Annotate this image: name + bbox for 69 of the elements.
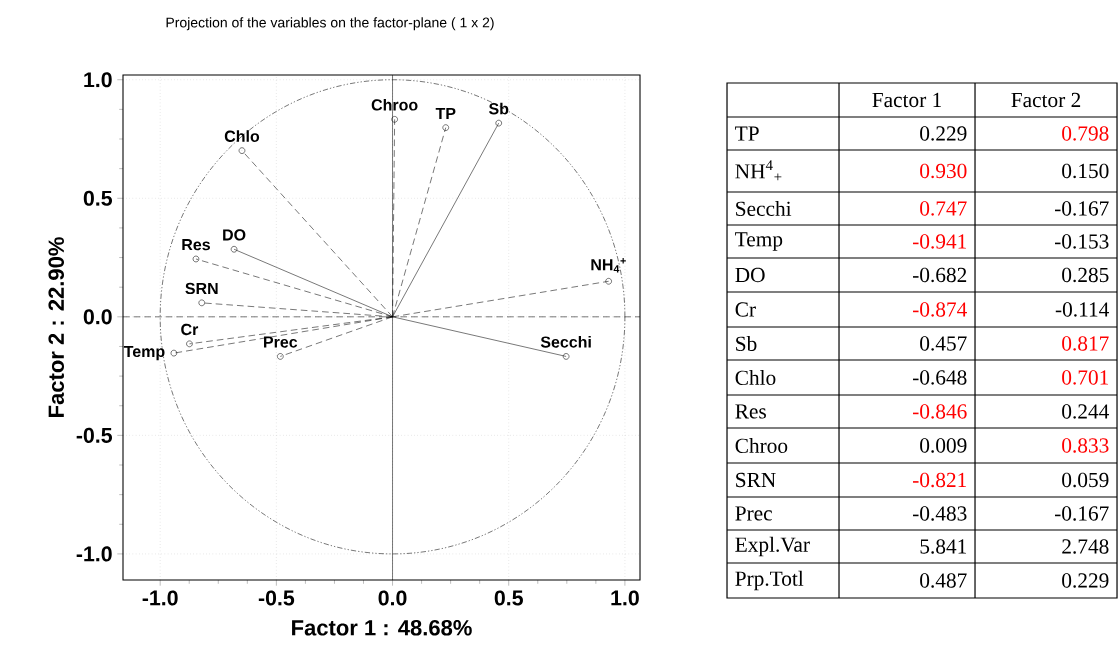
category-label: Prp.Totl	[735, 570, 804, 591]
category-label: Cr	[735, 302, 756, 317]
annotation: Chroo	[371, 98, 418, 111]
data-label: 0.285	[1062, 267, 1109, 283]
data-label: -0.874	[913, 302, 967, 317]
category-label: Prec	[735, 506, 772, 521]
data-label: -0.648	[913, 370, 967, 385]
data-label: 0.930	[920, 163, 967, 179]
data-label: 0.244	[1062, 404, 1109, 419]
category-label: TP	[735, 126, 759, 141]
data-label: 0.150	[1062, 163, 1109, 179]
category-label: Temp	[735, 232, 783, 251]
data-label: 0.798	[1062, 126, 1109, 141]
data-label: 0.833	[1062, 438, 1109, 453]
data-label: 0.487	[920, 573, 967, 588]
data-label: -0.167	[1055, 201, 1109, 216]
annotation: Cr	[181, 323, 199, 336]
data-label: 0.747	[920, 201, 967, 216]
annotation: Res	[182, 239, 210, 251]
text: Factor 2	[1011, 92, 1081, 108]
category-label: DO	[735, 267, 765, 283]
data-label: 0.457	[920, 336, 967, 351]
data-label: -0.153	[1055, 234, 1109, 249]
data-label: 5.841	[920, 539, 967, 554]
category-label: Res	[735, 404, 766, 419]
y-tick-label: 0.0	[83, 309, 112, 325]
y-tick-label: -0.5	[76, 427, 113, 443]
text: Factor 1	[872, 92, 941, 108]
data-label: -0.941	[913, 234, 967, 249]
data-label: 0.701	[1062, 370, 1109, 385]
annotation: NH$_{4}$+	[591, 258, 626, 273]
data-label: -0.682	[913, 267, 967, 283]
x-tick-label: -1.0	[142, 590, 178, 606]
category-label: Secchi	[736, 200, 792, 216]
data-label: -0.483	[913, 506, 967, 521]
x-tick-label: 1.0	[611, 590, 639, 606]
category-label: SRN	[736, 472, 776, 488]
annotation: TP	[435, 107, 456, 119]
chart-title: Projection of the variables on the factor-plane ( 1 x 2)	[166, 17, 494, 31]
annotation: Sb	[488, 102, 509, 115]
annotation: DO	[223, 229, 246, 241]
data-label: -0.846	[913, 404, 967, 419]
data-label: 0.229	[1062, 573, 1109, 588]
y-tick-label: -1.0	[76, 546, 112, 562]
annotation: Prec	[264, 336, 298, 348]
category-label: Chroo	[735, 437, 788, 453]
annotation: Secchi	[540, 335, 591, 348]
x-tick-label: 0.0	[378, 590, 407, 606]
data-label: -0.167	[1055, 506, 1109, 521]
data-label: 2.748	[1062, 539, 1109, 554]
category-label: NH$^{4}$+	[735, 160, 782, 181]
data-label: 0.817	[1062, 336, 1109, 351]
data-label: -0.114	[1055, 302, 1109, 317]
x-axis-title: Factor 1 : 48.68%	[292, 619, 472, 636]
y-tick-label: 1.0	[84, 72, 112, 88]
y-tick-label: 0.5	[83, 190, 113, 206]
y-axis-title: Factor 2 : 22.90%	[48, 237, 65, 417]
category-label: Sb	[736, 335, 757, 351]
data-label: 0.059	[1062, 472, 1109, 488]
annotation: Temp	[123, 345, 165, 361]
x-tick-label: -0.5	[258, 590, 295, 606]
data-label: -0.821	[913, 472, 967, 488]
data-label: 0.009	[920, 438, 967, 453]
category-label: Expl.Var	[735, 536, 810, 557]
annotation: Chlo	[224, 130, 260, 142]
annotation: SRN	[185, 282, 218, 295]
x-tick-label: 0.5	[494, 590, 523, 606]
data-label: 0.229	[920, 126, 967, 141]
category-label: Chlo	[735, 369, 776, 385]
